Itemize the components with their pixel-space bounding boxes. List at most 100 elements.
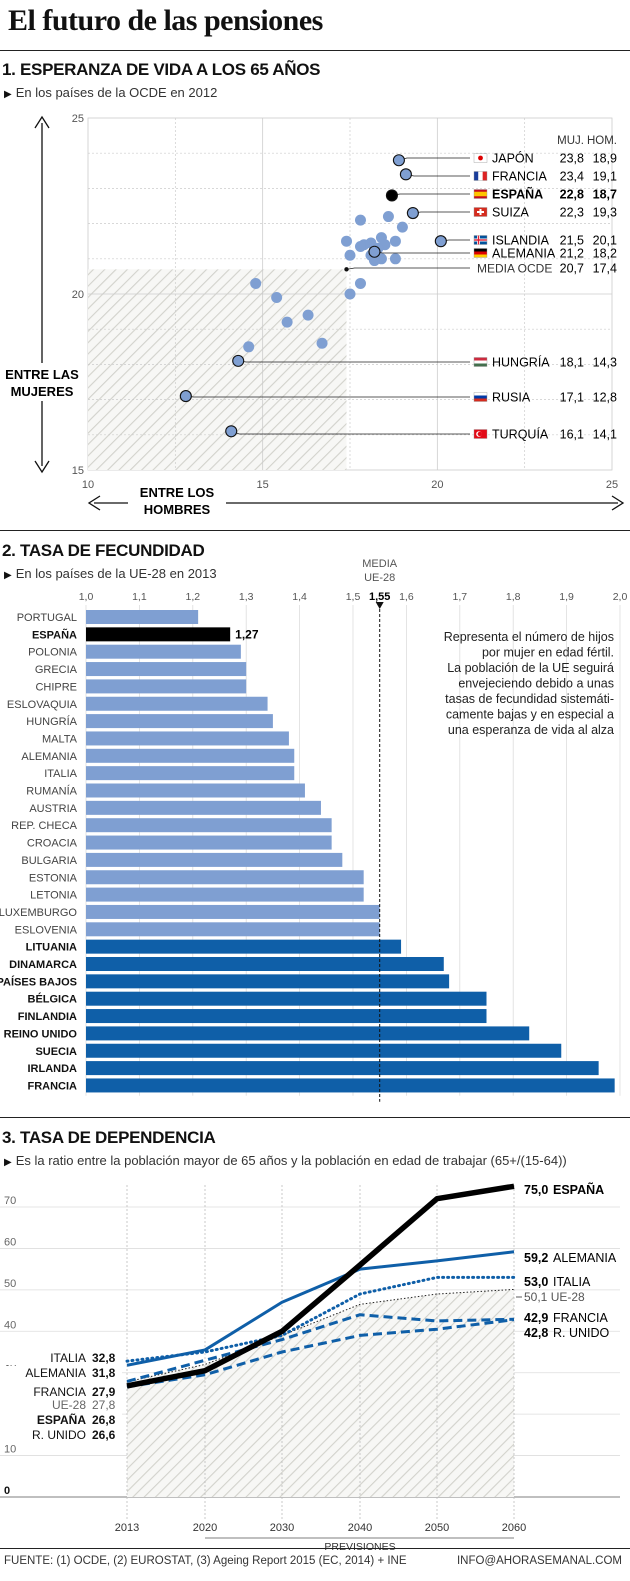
column-header-hom: HOM. — [587, 135, 617, 147]
start-label-bg — [0, 1428, 122, 1442]
scatter-point — [271, 292, 283, 304]
highlight-point — [434, 235, 447, 248]
bar — [86, 870, 364, 885]
arrow-up-icon — [34, 115, 50, 129]
category-label: REP. CHECA — [11, 820, 77, 832]
highlight-point — [385, 189, 398, 202]
scatter-point — [396, 221, 408, 233]
scatter-point — [368, 255, 380, 267]
scatter-point — [389, 235, 401, 247]
start-label-bg — [0, 1385, 122, 1399]
mean-point — [344, 267, 349, 272]
flag-cross-h — [477, 211, 484, 213]
bar — [86, 1078, 615, 1093]
category-label: IRLANDA — [28, 1063, 78, 1075]
start-value: 26,8 — [92, 1413, 116, 1427]
y-tick-label: 50 — [4, 1278, 16, 1290]
highlight-point — [399, 168, 412, 181]
triangle-bullet-icon: ▶ — [4, 570, 12, 581]
start-label-bg — [0, 1398, 122, 1412]
reference-value-bg — [363, 589, 396, 602]
bar — [86, 1043, 562, 1058]
end-name: ITALIA — [553, 1275, 591, 1289]
x-label-bg — [128, 482, 226, 520]
bar — [86, 1061, 599, 1076]
bar — [86, 679, 247, 694]
hom-value: 18,9 — [593, 152, 617, 166]
flag-band — [478, 171, 483, 181]
point-label: JAPÓN — [492, 151, 534, 166]
france-flag-icon — [473, 171, 488, 181]
scatter-point — [354, 214, 366, 226]
start-name: ESPAÑA — [37, 1412, 86, 1427]
arrow-down-icon — [34, 460, 50, 474]
x-tick-label: 20 — [431, 479, 443, 491]
column-header-muj: MUJ. — [557, 135, 584, 147]
category-label: LITUANIA — [26, 942, 77, 954]
scatter-point — [382, 211, 394, 223]
eu-average-area — [127, 1289, 514, 1497]
scatter-point — [316, 337, 328, 349]
category-label: AUSTRIA — [29, 803, 77, 815]
bar — [86, 818, 332, 833]
series-line — [126, 1250, 515, 1367]
turkey-flag-icon — [473, 429, 488, 439]
note-line: camente bajas y en especial a — [446, 708, 614, 722]
category-label: ESLOVAQUIA — [7, 699, 78, 711]
flag-disc — [478, 155, 483, 161]
triangle-bullet-icon: ▶ — [4, 89, 12, 100]
bar — [86, 904, 380, 919]
x-tick-label: 1,9 — [559, 591, 574, 603]
hom-value: 12,8 — [593, 391, 617, 405]
start-value: 26,6 — [92, 1428, 116, 1442]
muj-value: 23,8 — [560, 152, 584, 166]
section-1-rule — [0, 530, 630, 531]
section-3-title: 3. TASA DE DEPENDENCIA — [2, 1128, 216, 1147]
end-name: ESPAÑA — [553, 1182, 604, 1197]
hom-value: 14,1 — [593, 428, 617, 442]
end-name: FRANCIA — [553, 1311, 609, 1325]
x-tick-label: 1,7 — [452, 591, 467, 603]
start-label-bg — [0, 1366, 122, 1380]
scatter-point — [302, 309, 314, 321]
highlight-point — [406, 206, 419, 220]
start-value: 31,8 — [92, 1366, 116, 1380]
scatter-point — [354, 240, 366, 252]
flag-border — [473, 207, 488, 217]
x-tick-label: 2030 — [270, 1522, 294, 1534]
flag-border — [473, 153, 488, 163]
point-label: ISLANDIA — [492, 234, 550, 248]
germany-flag-icon — [473, 248, 488, 258]
x-tick-label: 25 — [606, 479, 618, 491]
start-label-bg — [0, 1351, 122, 1365]
series-line — [126, 1318, 515, 1389]
hom-value: 14,3 — [593, 356, 617, 370]
flag-border — [473, 235, 488, 245]
end-label: 50,1 UE-28 — [524, 1290, 585, 1304]
category-label: CROACIA — [27, 838, 78, 850]
scatter-point — [344, 249, 356, 261]
flag-border — [473, 248, 488, 258]
start-name: FRANCIA — [33, 1385, 86, 1399]
y-tick-label: 60 — [4, 1236, 16, 1248]
y-tick-label: 25 — [72, 113, 84, 125]
section-2-subtitle: ▶ En los países de la UE-28 en 2013 — [4, 566, 217, 581]
end-name: R. UNIDO — [553, 1326, 610, 1340]
bar — [86, 852, 343, 867]
category-label: REINO UNIDO — [4, 1028, 78, 1040]
note-line: una esperanza de vida al alza — [448, 723, 614, 737]
highlight-point — [232, 354, 245, 367]
x-tick-label: 10 — [82, 479, 94, 491]
start-name: R. UNIDO — [32, 1428, 86, 1442]
point-label: TURQUÍA — [492, 427, 549, 442]
x-axis-label-line1: ENTRE LOS — [140, 485, 215, 500]
scatter-point — [243, 341, 255, 353]
category-label: SUECIA — [35, 1046, 77, 1058]
section-1-subtitle-text: En los países de la OCDE en 2012 — [15, 85, 218, 100]
x-tick-label: 1,8 — [506, 591, 521, 603]
start-name: ALEMANIA — [25, 1366, 86, 1380]
category-label: FRANCIA — [28, 1080, 78, 1092]
x-axis-label-line2: HOMBRES — [144, 502, 211, 517]
bar — [86, 766, 295, 781]
scatter-point — [354, 277, 366, 289]
